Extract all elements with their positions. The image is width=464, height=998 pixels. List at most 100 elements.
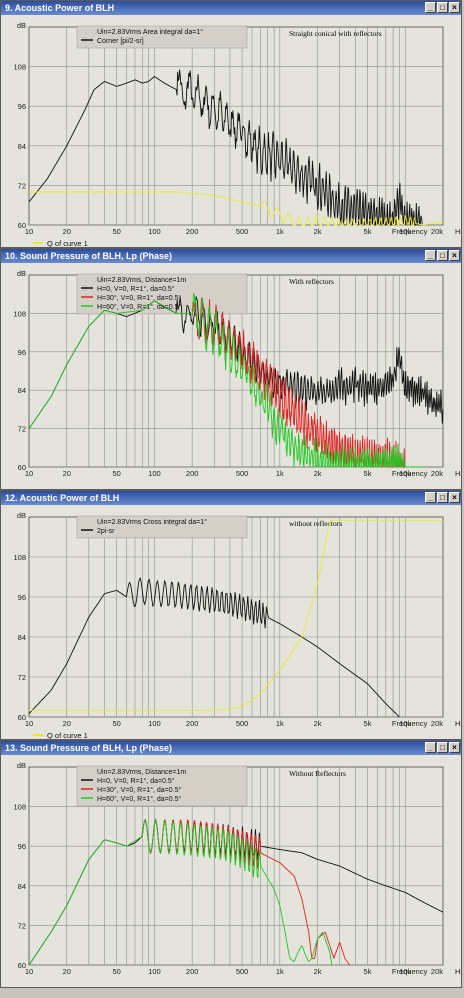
close-icon[interactable]: × <box>449 742 460 753</box>
legend-box <box>76 25 248 49</box>
x-tick-label: 500 <box>236 227 249 236</box>
x-tick-label: 10k <box>399 967 411 976</box>
plot-area: 60 72 84 96 108 dB 10 20 50 100 200 500 1k 2k 5k 10k 20k… <box>1 755 461 987</box>
y-tick-label: 84 <box>18 386 26 395</box>
y-tick-label: 108 <box>13 803 26 812</box>
maximize-icon[interactable]: □ <box>437 2 448 13</box>
chart-window-10[interactable]: 10. Sound Pressure of BLH, Lp (Phase) _ … <box>0 248 462 490</box>
x-axis-label: Frequency <box>392 227 428 236</box>
x-tick-label: 200 <box>186 227 199 236</box>
x-tick-label: 200 <box>186 469 199 478</box>
x-tick-label: 2k <box>314 719 322 728</box>
window-title: 12. Acoustic Power of BLH <box>5 493 120 503</box>
x-tick-label: 1k <box>276 227 284 236</box>
close-icon[interactable]: × <box>449 492 460 503</box>
legend-item: Corner [pi/2-sr] <box>97 38 144 45</box>
window-titlebar[interactable]: 9. Acoustic Power of BLH _ □ × <box>1 1 461 15</box>
window-titlebar[interactable]: 13. Sound Pressure of BLH, Lp (Phase) _ … <box>1 741 461 755</box>
x-tick-label: 10k <box>399 719 411 728</box>
y-tick-label: 72 <box>18 921 26 930</box>
legend-item: H=30°, V=0, R=1°, da=0.5° <box>97 786 181 794</box>
minimize-icon[interactable]: _ <box>425 742 436 753</box>
minimize-icon[interactable]: _ <box>425 2 436 13</box>
x-unit-label: Hz <box>455 469 461 478</box>
window-titlebar[interactable]: 12. Acoustic Power of BLH _ □ × <box>1 491 461 505</box>
chart-svg: 60 72 84 96 108 dB 10 20 50 100 200 500 1k 2k 5k 10k 20k… <box>13 511 461 739</box>
minimize-icon[interactable]: _ <box>425 250 436 261</box>
legend-item: H=0, V=0, R=1°, da=0.5° <box>97 285 175 293</box>
legend-item: Uin=2.83Vrms Area integral da=1° <box>97 28 203 36</box>
x-tick-label: 1k <box>276 719 284 728</box>
x-tick-label: 20 <box>63 967 71 976</box>
x-tick-label: 10 <box>25 967 33 976</box>
close-icon[interactable]: × <box>449 250 460 261</box>
x-tick-label: 20 <box>63 469 71 478</box>
x-tick-label: 50 <box>112 719 120 728</box>
y-axis-label: dB <box>17 511 26 520</box>
chart-caption: With reflectors <box>289 277 334 286</box>
legend-item: Uin=2.83Vrms Cross integral da=1° <box>97 518 207 526</box>
x-tick-label: 1k <box>276 469 284 478</box>
x-tick-label: 50 <box>112 469 120 478</box>
chart-svg: 60 72 84 96 108 dB 10 20 50 100 200 500 1k 2k 5k 10k 20k… <box>13 761 461 976</box>
plot-area: 60 72 84 96 108 dB 10 20 50 100 200 500 1k 2k 5k 10k 20k… <box>1 263 461 489</box>
y-tick-label: 96 <box>18 593 26 602</box>
y-tick-label: 108 <box>13 553 26 562</box>
bottom-legend-label: Q of curve 1 <box>47 731 88 739</box>
minimize-icon[interactable]: _ <box>425 492 436 503</box>
x-tick-label: 50 <box>112 967 120 976</box>
x-tick-label: 5k <box>364 967 372 976</box>
y-tick-label: 72 <box>18 673 26 682</box>
x-axis-label: Frequency <box>392 967 428 976</box>
chart-caption: Straight conical with reflectors <box>289 29 382 38</box>
series-line <box>28 818 333 966</box>
maximize-icon[interactable]: □ <box>437 492 448 503</box>
series-line <box>29 519 443 711</box>
y-tick-label: 96 <box>18 348 26 357</box>
x-tick-label: 2k <box>314 227 322 236</box>
window-titlebar[interactable]: 10. Sound Pressure of BLH, Lp (Phase) _ … <box>1 249 461 263</box>
maximize-icon[interactable]: □ <box>437 742 448 753</box>
legend-item: Uin=2.83Vrms, Distance=1m <box>97 769 186 776</box>
x-tick-label: 10 <box>25 469 33 478</box>
legend-box <box>76 515 248 539</box>
chart-window-12[interactable]: 12. Acoustic Power of BLH _ □ × 60 72 84 96… <box>0 490 462 740</box>
chart-svg: 60 72 84 96 108 dB 10 20 50 100 200 500 1k 2k 5k 10k 20k… <box>13 21 461 247</box>
y-tick-label: 96 <box>18 102 26 111</box>
x-tick-label: 100 <box>148 967 161 976</box>
x-tick-label: 500 <box>236 719 249 728</box>
x-tick-label: 200 <box>186 719 199 728</box>
y-tick-label: 72 <box>18 181 26 190</box>
x-tick-label: 50 <box>112 227 120 236</box>
legend-item: H=30°, V=0, R=1°, da=0.5° <box>97 294 181 302</box>
legend-item: H=0, V=0, R=1°, da=0.5° <box>97 777 175 785</box>
x-axis-label: Frequency <box>392 719 428 728</box>
close-icon[interactable]: × <box>449 2 460 13</box>
series-line <box>28 69 424 227</box>
maximize-icon[interactable]: □ <box>437 250 448 261</box>
bottom-legend-label: Q of curve 1 <box>47 239 88 247</box>
x-tick-label: 20k <box>431 967 443 976</box>
x-tick-label: 500 <box>236 967 249 976</box>
series-line <box>28 576 400 718</box>
x-tick-label: 1k <box>276 967 284 976</box>
y-tick-label: 60 <box>18 961 26 970</box>
y-tick-label: 84 <box>18 142 26 151</box>
chart-window-13[interactable]: 13. Sound Pressure of BLH, Lp (Phase) _ … <box>0 740 462 988</box>
y-axis-label: dB <box>17 269 26 278</box>
x-tick-label: 20k <box>431 719 443 728</box>
y-tick-label: 84 <box>18 633 26 642</box>
plot-frame <box>28 26 444 226</box>
x-tick-label: 10k <box>399 469 411 478</box>
y-tick-label: 108 <box>13 63 26 72</box>
x-tick-label: 100 <box>148 719 161 728</box>
x-tick-label: 20 <box>63 719 71 728</box>
y-tick-label: 60 <box>18 221 26 230</box>
chart-svg: 60 72 84 96 108 dB 10 20 50 100 200 500 1k 2k 5k 10k 20k… <box>13 269 461 478</box>
legend-box <box>76 765 248 807</box>
x-tick-label: 20k <box>431 227 443 236</box>
x-unit-label: Hz <box>455 227 461 236</box>
chart-window-9[interactable]: 9. Acoustic Power of BLH _ □ × 60 72 84 96 1… <box>0 0 462 248</box>
legend-item: H=60°, V=0, R=1°, da=0.5° <box>97 795 181 803</box>
plot-area: 60 72 84 96 108 dB 10 20 50 100 200 500 1k 2k 5k 10k 20k… <box>1 15 461 247</box>
